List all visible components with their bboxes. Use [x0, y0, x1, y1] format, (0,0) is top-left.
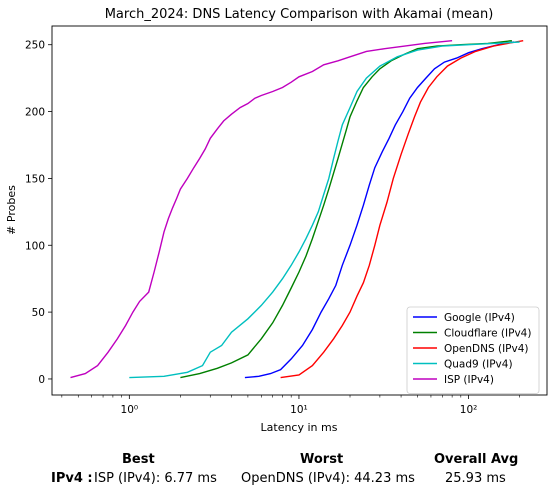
latency-summary: Best Worst Overall Avg IPv4 : ISP (IPv4)… [0, 448, 555, 496]
legend: Google (IPv4) Cloudflare (IPv4) OpenDNS (I… [406, 306, 540, 394]
worst-header: Worst [300, 452, 344, 467]
y-axis: 0 50 100 150 200 250 [25, 40, 52, 386]
legend-box [406, 306, 540, 394]
worst-value: OpenDNS (IPv4): 44.23 ms [241, 471, 415, 486]
legend-label-2: OpenDNS (IPv4) [444, 343, 529, 355]
series-line-2 [280, 40, 524, 379]
y-axis-label: # Probes [5, 185, 18, 235]
series-line-3 [129, 41, 520, 379]
series-line-0 [244, 41, 515, 379]
legend-label-0: Google (IPv4) [444, 312, 515, 324]
y-tick-label-0: 0 [38, 374, 45, 386]
overall-avg-value: 25.93 ms [445, 471, 506, 486]
plot-frame [51, 25, 548, 396]
legend-label-3: Quad9 (IPv4) [444, 358, 513, 370]
legend-label-1: Cloudflare (IPv4) [444, 327, 531, 339]
x-tick-label-2: 10² [460, 404, 478, 416]
y-tick-label-3: 150 [25, 173, 45, 185]
ipv4-row-label: IPv4 : [51, 471, 93, 486]
series-line-4 [70, 40, 453, 379]
x-axis: 10⁰ 10¹ 10² [61, 395, 520, 416]
best-value: ISP (IPv4): 6.77 ms [94, 471, 217, 486]
overall-avg-header: Overall Avg [434, 452, 519, 467]
y-tick-label-4: 200 [25, 107, 45, 119]
latency-chart: March_2024: DNS Latency Comparison with … [5, 7, 548, 434]
x-axis-label: Latency in ms [261, 421, 338, 434]
chart-title: March_2024: DNS Latency Comparison with … [105, 7, 494, 22]
best-header: Best [122, 452, 155, 467]
plot-lines [70, 40, 524, 379]
x-tick-label-1: 10¹ [290, 404, 308, 416]
x-tick-label-0: 10⁰ [121, 404, 139, 416]
legend-label-4: ISP (IPv4) [444, 374, 494, 386]
y-tick-label-1: 50 [32, 307, 45, 319]
y-tick-label-5: 250 [25, 40, 45, 52]
y-tick-label-2: 100 [25, 240, 45, 252]
